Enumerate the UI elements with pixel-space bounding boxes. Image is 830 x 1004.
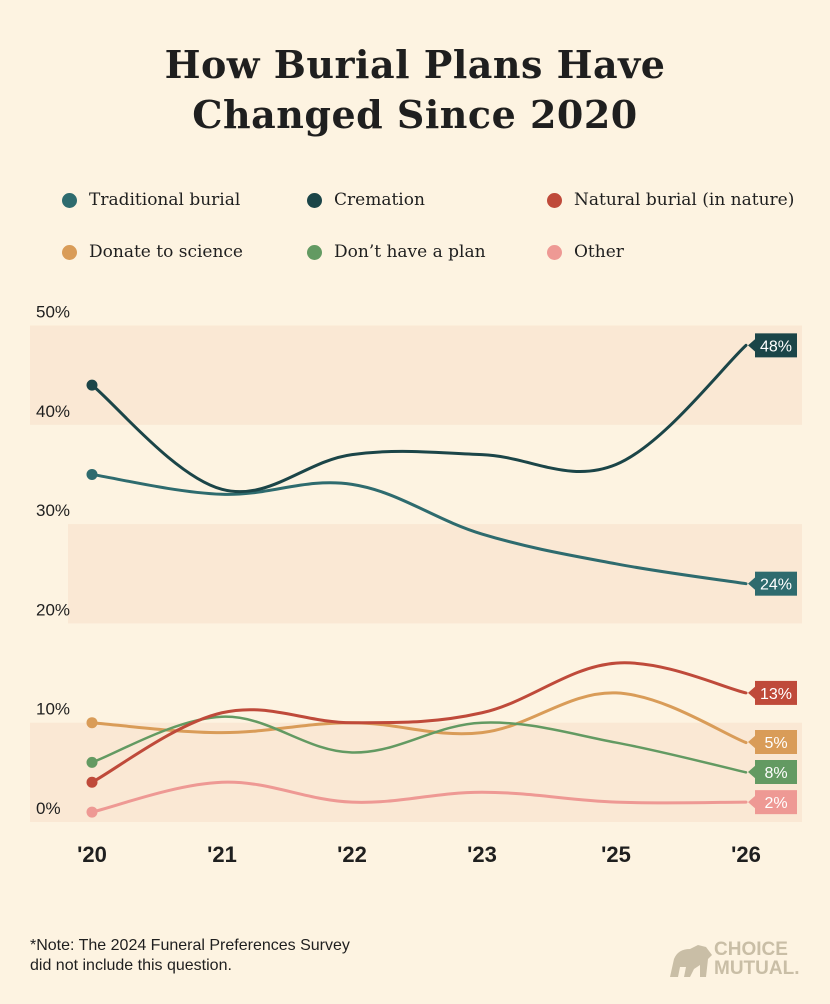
legend-item: Donate to science bbox=[62, 242, 243, 262]
line-chart: 0% 10% 20% 30% 40% 50% '20 '21 '22 '23 '25 '26 24% 48… bbox=[30, 303, 802, 867]
end-label: 24% bbox=[760, 577, 792, 594]
end-label: 5% bbox=[764, 735, 787, 752]
footnote: *Note: The 2024 Funeral Preferences Surv… bbox=[30, 936, 350, 976]
legend-swatch bbox=[547, 192, 562, 208]
legend-swatch bbox=[62, 192, 77, 208]
x-tick-label: '26 bbox=[731, 842, 761, 867]
y-tick-label: 30% bbox=[36, 501, 70, 520]
legend-swatch bbox=[307, 244, 322, 260]
series-start-point bbox=[86, 379, 98, 391]
legend-item: Cremation bbox=[307, 190, 425, 210]
y-tick-label: 0% bbox=[36, 799, 61, 818]
title-line-1: How Burial Plans Have bbox=[164, 42, 666, 87]
x-tick-label: '20 bbox=[77, 842, 107, 867]
end-label-pointer bbox=[748, 795, 756, 810]
end-label-box bbox=[755, 730, 797, 754]
title-line-2: Changed Since 2020 bbox=[192, 92, 638, 137]
legend-item: Don’t have a plan bbox=[307, 242, 486, 262]
series-line bbox=[90, 661, 748, 784]
note-line-1: *Note: The 2024 Funeral Preferences Surv… bbox=[30, 937, 350, 954]
legend-swatch bbox=[547, 244, 562, 260]
series-line bbox=[90, 780, 748, 814]
logo-line-1: CHOICE bbox=[714, 939, 788, 960]
end-label: 48% bbox=[760, 338, 792, 355]
end-label-pointer bbox=[748, 338, 756, 353]
series-start-point bbox=[86, 756, 98, 768]
legend-swatch bbox=[62, 244, 77, 260]
end-label-pointer bbox=[748, 735, 756, 749]
end-label-box bbox=[755, 760, 797, 784]
end-label-box bbox=[755, 680, 797, 705]
end-label-box bbox=[755, 571, 797, 596]
end-label: 8% bbox=[764, 765, 787, 782]
bear-icon bbox=[670, 945, 712, 977]
grid-band bbox=[30, 325, 802, 425]
legend-label: Cremation bbox=[334, 190, 425, 210]
chart-title: How Burial Plans Have Changed Since 2020 bbox=[0, 40, 830, 140]
series-start-point bbox=[86, 717, 98, 729]
logo-line-2: MUTUAL. bbox=[714, 958, 800, 979]
series-line bbox=[90, 343, 748, 494]
note-line-2: did not include this question. bbox=[30, 957, 232, 974]
choice-mutual-logo: CHOICE MUTUAL. bbox=[668, 940, 799, 978]
series-line bbox=[90, 691, 748, 745]
legend-label: Traditional burial bbox=[89, 190, 241, 210]
legend-label: Don’t have a plan bbox=[334, 242, 486, 262]
series-start-point bbox=[86, 776, 98, 788]
y-tick-label: 50% bbox=[36, 303, 70, 322]
x-tick-label: '22 bbox=[337, 842, 367, 867]
legend-item: Other bbox=[547, 242, 624, 262]
legend-label: Other bbox=[574, 242, 624, 262]
legend-swatch bbox=[307, 192, 322, 208]
end-label-box bbox=[755, 333, 797, 358]
end-label-pointer bbox=[748, 685, 756, 700]
end-label-box bbox=[755, 790, 797, 815]
end-label-pointer bbox=[748, 765, 756, 779]
series-start-point bbox=[86, 468, 98, 480]
x-tick-label: '21 bbox=[207, 842, 237, 867]
grid-band bbox=[68, 524, 802, 624]
y-tick-label: 40% bbox=[36, 402, 70, 421]
legend-label: Natural burial (in nature) bbox=[574, 190, 795, 210]
end-label-pointer bbox=[748, 576, 756, 591]
x-tick-label: '23 bbox=[467, 842, 497, 867]
end-label: 2% bbox=[764, 795, 787, 812]
x-tick-label: '25 bbox=[601, 842, 631, 867]
series-start-point bbox=[86, 806, 98, 818]
end-label: 13% bbox=[760, 686, 792, 703]
y-tick-label: 20% bbox=[36, 600, 70, 619]
y-tick-label: 10% bbox=[36, 700, 70, 719]
series-line bbox=[90, 472, 748, 586]
legend-label: Donate to science bbox=[89, 242, 243, 262]
legend-item: Natural burial (in nature) bbox=[547, 190, 794, 210]
legend-item: Traditional burial bbox=[62, 190, 240, 210]
